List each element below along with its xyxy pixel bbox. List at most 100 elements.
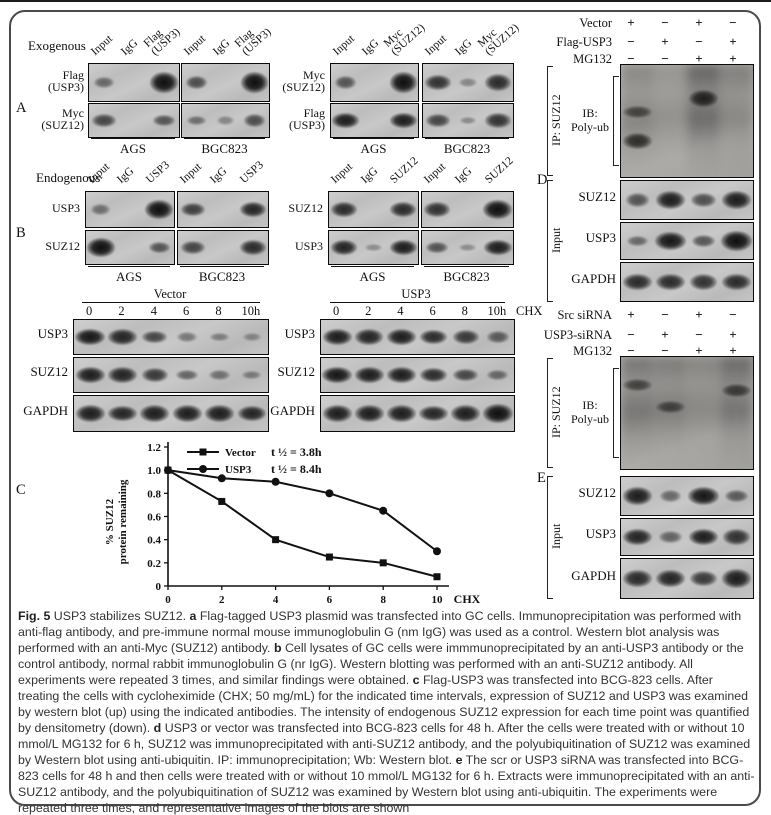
lane-label: IgG	[452, 37, 475, 58]
y-tick-label: 0	[156, 581, 162, 593]
smear-band	[655, 401, 686, 414]
legend-label: USP3	[225, 464, 252, 476]
lane-label: USP3	[144, 159, 173, 186]
x-tick-label: 2	[219, 594, 225, 606]
condition-symbol: +	[627, 15, 635, 30]
input-span-bracket	[547, 180, 553, 302]
blot-band	[153, 114, 175, 127]
blot-band	[483, 199, 513, 220]
blot-band	[453, 368, 479, 382]
legend-marker-square	[199, 448, 207, 456]
caption-bold-label: d	[153, 721, 162, 735]
cell-line-label: BGC823	[443, 141, 491, 156]
blot-band	[419, 367, 448, 383]
ib-bracket	[613, 368, 619, 458]
condition-symbol: −	[627, 343, 635, 358]
lane-label: Input	[422, 32, 450, 58]
blot-band	[425, 74, 451, 91]
blot-box	[177, 230, 269, 265]
exogenous-label: Exogenous	[28, 38, 86, 53]
blot-band	[389, 239, 417, 256]
blot-box	[320, 357, 515, 393]
y-tick-label: 0.8	[147, 488, 161, 500]
blot-band	[242, 370, 262, 380]
condition-symbol: −	[661, 51, 669, 66]
blot-band	[722, 273, 751, 291]
blot-band	[486, 331, 510, 343]
timepoint-label: 2	[365, 304, 372, 318]
condition-symbol: +	[695, 307, 703, 322]
blot-band	[239, 201, 267, 218]
blot-band	[655, 569, 686, 588]
condition-symbol: +	[729, 343, 737, 358]
input-span-bracket	[547, 476, 553, 599]
timepoint-label: 2	[118, 304, 125, 318]
row-label: SUZ12	[578, 189, 616, 204]
x-tick-label: 6	[327, 594, 333, 606]
condition-symbol: +	[661, 34, 669, 49]
row-label: Flag (USP3)	[47, 67, 84, 94]
timepoint-label: 8	[461, 304, 468, 318]
smear-lane	[654, 357, 687, 469]
cell-line-rule	[91, 138, 175, 139]
condition-label: Flag-USP3	[556, 35, 612, 49]
caption-text: Cell lysates of GC cells were immmunopre…	[18, 641, 744, 687]
blot-band	[94, 76, 114, 89]
condition-symbol: −	[627, 327, 635, 342]
condition-label: Vector	[579, 16, 612, 30]
blot-band	[485, 74, 511, 91]
blot-band	[86, 238, 115, 257]
blot-band	[722, 529, 751, 545]
ip-blot	[620, 356, 754, 470]
blot-band	[187, 115, 206, 126]
blot-box	[320, 395, 515, 432]
blot-band	[140, 405, 170, 422]
series-line-usp3	[167, 469, 438, 553]
x-tick-label: 10	[432, 594, 444, 606]
blot-band	[149, 72, 179, 93]
blot-box	[620, 476, 754, 516]
condition-symbol: −	[695, 34, 703, 49]
smear-band	[622, 133, 653, 149]
blot-band	[625, 193, 650, 207]
marker-circle	[325, 489, 334, 498]
y-tick-label: 1.0	[147, 465, 161, 477]
cell-line-rule	[184, 138, 265, 139]
marker-circle	[433, 547, 441, 556]
blot-box	[620, 518, 754, 556]
row-label: SUZ12	[288, 200, 323, 215]
blot-band	[424, 202, 450, 217]
blot-box	[422, 63, 514, 102]
blot-band	[626, 235, 649, 247]
blot-box	[85, 230, 175, 265]
blot-band	[452, 330, 479, 344]
row-label: GAPDH	[23, 402, 68, 418]
input-label: Input	[549, 227, 563, 253]
timepoint-label: 4	[397, 304, 404, 318]
blot-box	[620, 180, 754, 220]
blot-box	[320, 319, 515, 355]
blot-band	[322, 329, 352, 345]
blot-box	[85, 191, 175, 228]
blot-band	[622, 487, 653, 505]
blot-band	[655, 191, 686, 209]
blot-band	[386, 367, 416, 383]
half-life-label: t ½ = 8.4h	[271, 462, 322, 476]
ip-span-bracket	[547, 358, 553, 468]
caption-text: Flag-tagged USP3 plasmid was transfected…	[18, 609, 742, 655]
marker-circle	[217, 474, 226, 483]
condition-label: MG132	[573, 52, 612, 66]
blot-band	[354, 405, 384, 422]
blot-band	[209, 370, 230, 380]
ip-blot	[620, 64, 754, 178]
lane-label: IgG	[358, 165, 380, 186]
cell-line-label: AGS	[115, 269, 142, 284]
blot-band	[355, 329, 384, 345]
timepoint-label: 10h	[487, 304, 507, 318]
blot-band	[691, 193, 716, 207]
blot-band	[721, 569, 752, 588]
lane-label: Input	[181, 32, 208, 58]
blot-box	[422, 103, 514, 138]
blot-band	[724, 489, 749, 503]
